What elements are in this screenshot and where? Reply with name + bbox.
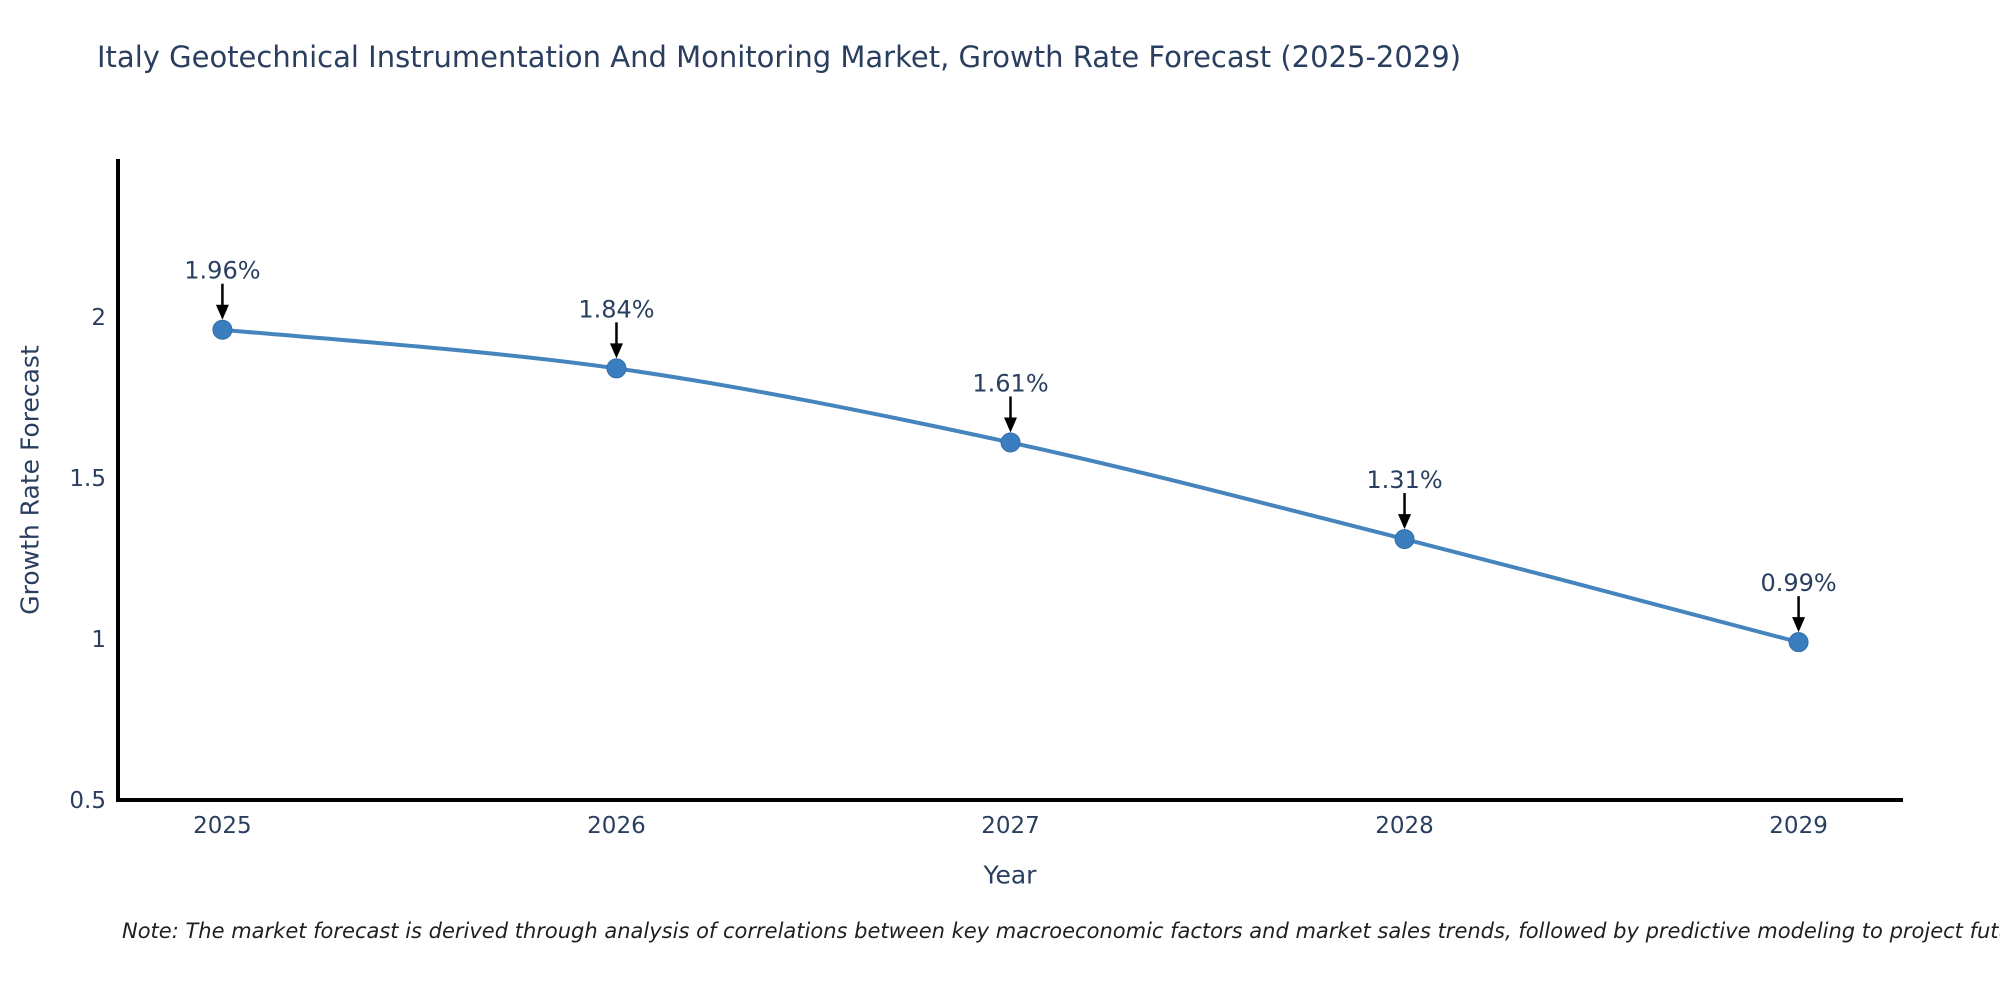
annotation-label-2028: 1.31% <box>1366 466 1442 494</box>
y-tick-label-1.5: 1.5 <box>69 466 106 492</box>
annotation-label-2025: 1.96% <box>184 257 260 285</box>
y-tick-label-1: 1 <box>91 627 106 653</box>
data-point-2028[interactable] <box>1394 529 1415 550</box>
y-tick-label-0.5: 0.5 <box>69 788 106 814</box>
annotation-label-2027: 1.61% <box>972 369 1048 397</box>
annotation-arrowhead-icon <box>1004 417 1017 433</box>
annotation-arrowhead-icon <box>215 304 229 320</box>
annotation-label-2029: 0.99% <box>1760 569 1836 597</box>
x-tick-label-2029: 2029 <box>1769 813 1828 839</box>
annotation-arrowhead-icon <box>609 343 623 359</box>
footnote: Note: The market forecast is derived thr… <box>122 919 2000 943</box>
data-point-2029[interactable] <box>1788 632 1809 653</box>
data-point-2027[interactable] <box>1000 432 1021 453</box>
annotation-label-2026: 1.84% <box>578 295 654 323</box>
annotation-arrowhead-icon <box>1792 617 1806 633</box>
x-tick-label-2028: 2028 <box>1375 813 1434 839</box>
x-tick-label-2025: 2025 <box>193 813 252 839</box>
data-point-2026[interactable] <box>606 358 627 379</box>
x-axis-title: Year <box>983 860 1037 890</box>
chart-title: Italy Geotechnical Instrumentation And M… <box>97 40 1462 74</box>
x-tick-label-2026: 2026 <box>587 813 646 839</box>
y-axis-title: Growth Rate Forecast <box>15 345 45 615</box>
annotation-arrowhead-icon <box>1398 514 1412 530</box>
data-point-2025[interactable] <box>212 319 233 340</box>
y-tick-label-2: 2 <box>91 305 106 331</box>
x-tick-label-2027: 2027 <box>981 813 1040 839</box>
